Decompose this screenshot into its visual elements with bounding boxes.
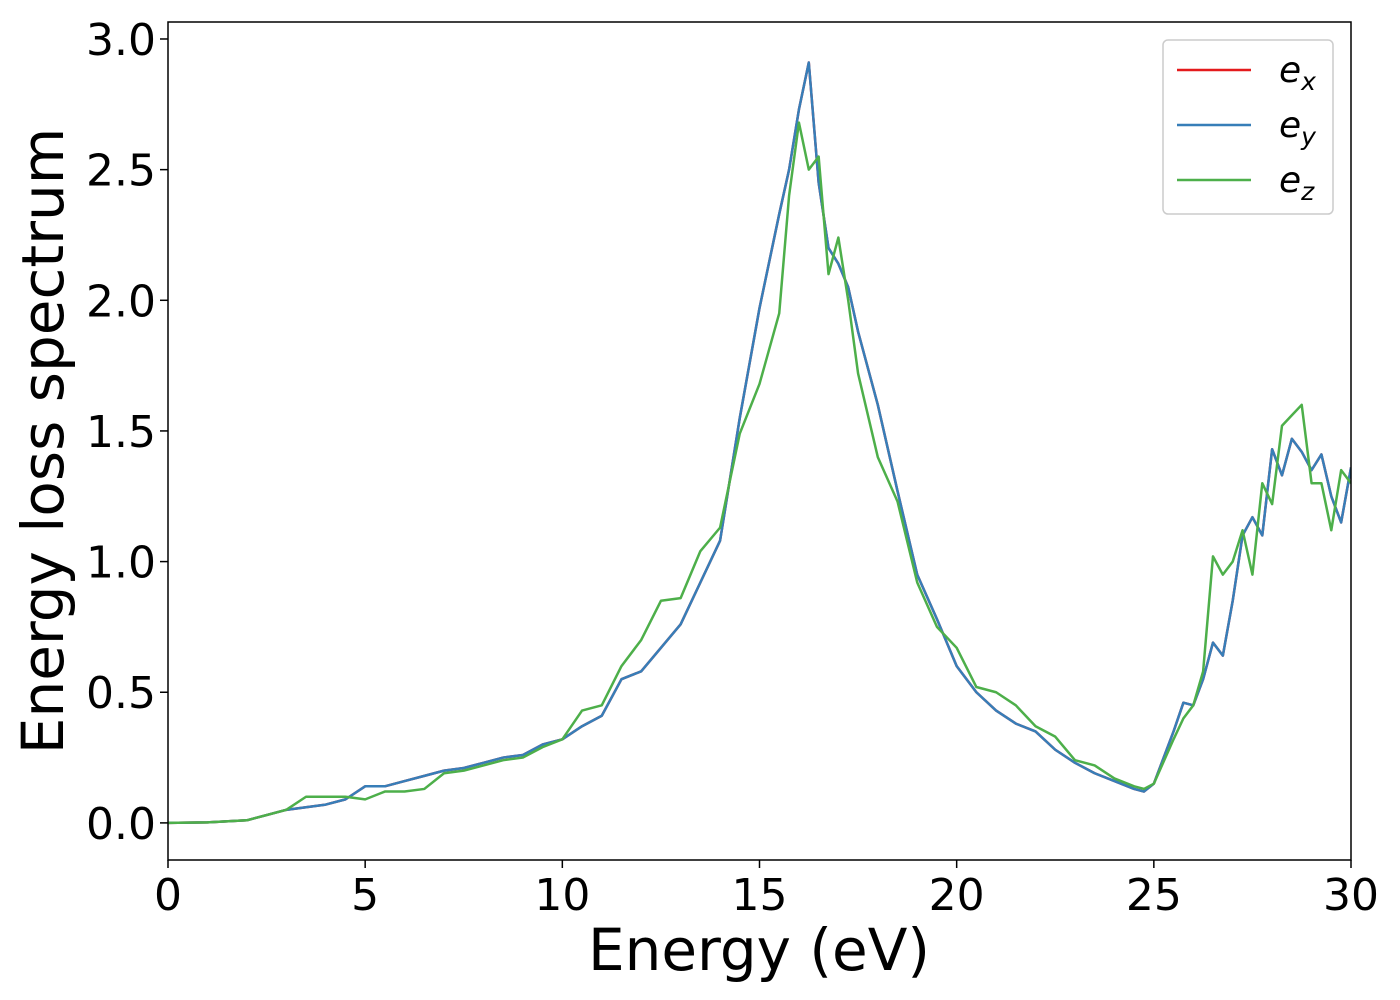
x-tick-label: 15 — [732, 870, 788, 921]
line-series — [168, 121, 1351, 825]
line-series — [168, 61, 1351, 825]
y-tick-label: 0.5 — [86, 668, 156, 719]
x-tick-label: 20 — [929, 870, 985, 921]
x-tick-label: 5 — [351, 870, 379, 921]
y-tick-label: 3.0 — [86, 15, 156, 66]
y-tick-label: 1.0 — [86, 538, 156, 589]
legend-box — [1162, 39, 1334, 215]
y-tick-label: 0.0 — [86, 799, 156, 850]
x-tick-label: 25 — [1126, 870, 1182, 921]
legend-label: ez — [1279, 160, 1315, 206]
x-tick-label: 0 — [154, 870, 182, 921]
legend-label: ey — [1279, 105, 1317, 151]
legend-label: ex — [1279, 50, 1316, 96]
y-tick-label: 1.5 — [86, 407, 156, 458]
y-tick-label: 2.0 — [86, 276, 156, 327]
y-tick-label: 2.5 — [86, 146, 156, 197]
x-tick-label: 10 — [534, 870, 590, 921]
y-axis-label: Energy loss spectrum — [9, 128, 77, 754]
x-tick-label: 30 — [1323, 870, 1379, 921]
plot-frame — [167, 21, 1352, 861]
x-axis-label: Energy (eV) — [588, 916, 930, 984]
